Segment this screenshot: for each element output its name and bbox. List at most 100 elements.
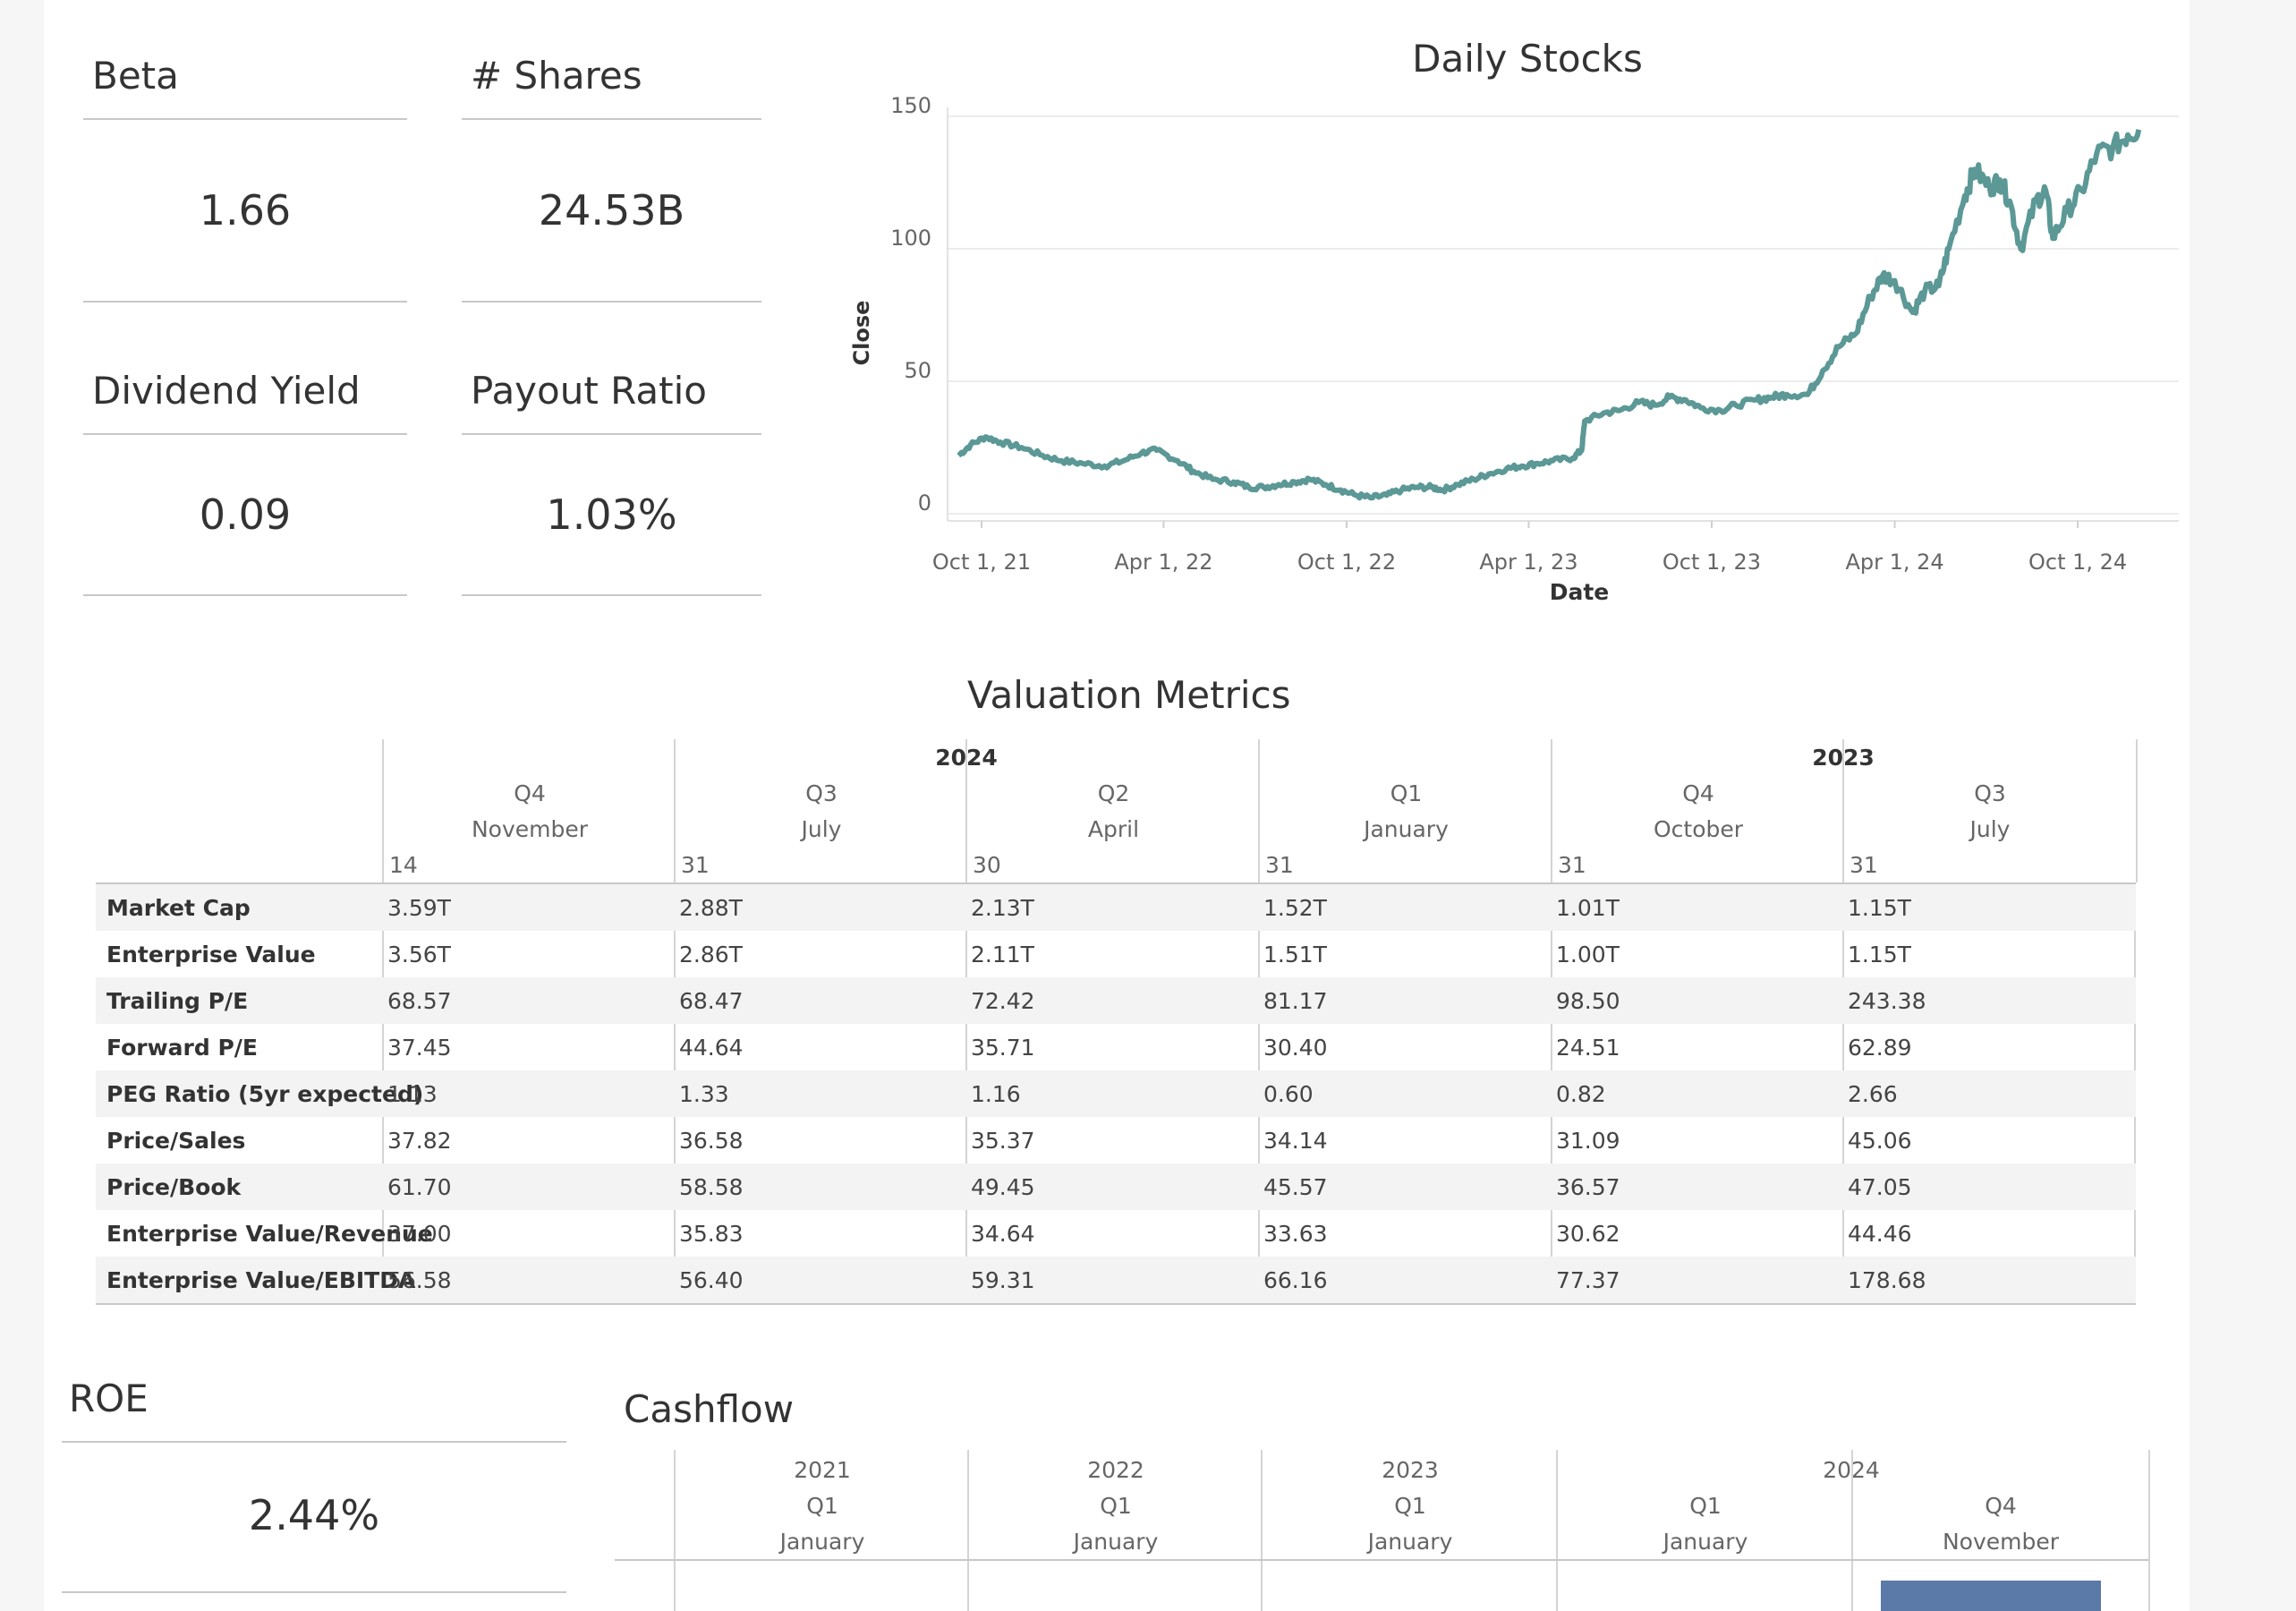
cashflow-col: Q4 November	[1851, 1450, 2150, 1611]
col-month: July	[1969, 816, 2011, 842]
chart-y-tick-label: 0	[918, 490, 931, 516]
valuation-cell: 1.52T	[1263, 895, 1327, 921]
valuation-cell: 34.64	[971, 1221, 1035, 1247]
kpi-beta: Beta 1.66	[83, 54, 407, 304]
kpi-dividend-yield-title: Dividend Yield	[92, 369, 361, 413]
cashflow-col: 2021 Q1 January	[674, 1450, 969, 1611]
valuation-row-label: Trailing P/E	[106, 988, 249, 1014]
valuation-cell: 30.62	[1556, 1221, 1620, 1247]
valuation-cell: 68.57	[387, 988, 452, 1014]
valuation-cell: 36.58	[679, 1128, 744, 1154]
col-month: November	[471, 816, 589, 842]
chart-x-tick-label: Oct 1, 23	[1662, 550, 1761, 575]
chart-x-tick-label: Apr 1, 24	[1845, 550, 1943, 575]
valuation-cell: 1.01T	[1556, 895, 1620, 921]
cf-month: January	[1662, 1529, 1748, 1555]
valuation-cell: 2.86T	[679, 942, 743, 967]
cashflow-col: 2022 Q1 January	[967, 1450, 1263, 1611]
kpi-shares-value: 24.53B	[538, 186, 685, 234]
valuation-cell: 49.45	[971, 1174, 1035, 1200]
valuation-row: Enterprise Value/Revenue 37.00 35.83 34.64 3…	[96, 1210, 2136, 1257]
valuation-col-header: Q1 January 31	[1258, 739, 1552, 882]
chart-x-tick-label: Oct 1, 21	[932, 550, 1031, 575]
kpi-beta-title: Beta	[92, 54, 179, 98]
valuation-col-header: Q3 July 31	[1842, 739, 2138, 882]
col-day: 30	[973, 852, 1001, 878]
valuation-cell: 24.51	[1556, 1035, 1620, 1061]
valuation-cell: 35.83	[679, 1221, 744, 1247]
chart-y-tick-label: 50	[904, 358, 931, 383]
valuation-cell: 1.15T	[1848, 942, 1911, 967]
col-quarter: Q3	[805, 780, 838, 806]
cashflow-title: Cashflow	[624, 1387, 795, 1431]
valuation-cell: 59.31	[971, 1267, 1035, 1293]
valuation-row: PEG Ratio (5yr expected) 1.13 1.33 1.16 0.60…	[96, 1070, 2136, 1117]
cf-month: January	[1073, 1529, 1159, 1555]
cashflow-col: Q1 January	[1556, 1450, 1853, 1611]
valuation-cell: 1.13	[387, 1081, 438, 1107]
kpi-shares-top-divider	[462, 118, 761, 120]
valuation-cell: 81.17	[1263, 988, 1328, 1014]
kpi-shares-title: # Shares	[471, 54, 642, 98]
valuation-cell: 56.58	[387, 1267, 452, 1293]
cf-year: 2022	[1087, 1457, 1144, 1483]
valuation-cell: 2.13T	[971, 895, 1034, 921]
valuation-cell: 2.88T	[679, 895, 743, 921]
col-month: April	[1087, 816, 1140, 842]
valuation-row: Trailing P/E 68.57 68.47 72.42 81.17 98.50 243…	[96, 977, 2136, 1024]
valuation-cell: 1.51T	[1263, 942, 1327, 967]
chart-x-axis-label: Date	[1550, 579, 1610, 605]
kpi-beta-bottom-divider	[83, 301, 407, 303]
col-day: 14	[389, 852, 418, 878]
chart-title: Daily Stocks	[1412, 37, 1643, 81]
valuation-cell: 44.64	[679, 1035, 744, 1061]
cf-quarter: Q4	[1985, 1493, 2017, 1519]
valuation-cell: 30.40	[1263, 1035, 1328, 1061]
valuation-title: Valuation Metrics	[967, 673, 1291, 717]
dashboard-canvas: Beta 1.66 # Shares 24.53B Dividend Yield…	[44, 0, 2190, 1611]
kpi-shares: # Shares 24.53B	[462, 54, 761, 304]
valuation-cell: 1.16	[971, 1081, 1021, 1107]
valuation-col-header: Q4 November 14	[382, 739, 676, 882]
kpi-dividend-yield-value: 0.09	[199, 490, 292, 539]
valuation-body: Market Cap 3.59T 2.88T 2.13T 1.52T 1.01T 1.15T…	[96, 882, 2136, 1305]
valuation-cell: 66.16	[1263, 1267, 1328, 1293]
valuation-row: Enterprise Value/EBITDA 56.58 56.40 59.31 66…	[96, 1257, 2136, 1303]
kpi-roe-value: 2.44%	[248, 1491, 380, 1539]
valuation-cell: 2.66	[1848, 1081, 1898, 1107]
valuation-cell: 72.42	[971, 988, 1035, 1014]
cf-year: 2023	[1382, 1457, 1439, 1483]
col-month: October	[1653, 816, 1744, 842]
valuation-row: Market Cap 3.59T 2.88T 2.13T 1.52T 1.01T 1.15T	[96, 884, 2136, 931]
chart-x-tick-label: Oct 1, 24	[2028, 550, 2127, 575]
kpi-shares-bottom-divider	[462, 301, 761, 303]
valuation-cell: 36.57	[1556, 1174, 1620, 1200]
cf-quarter: Q1	[1394, 1493, 1426, 1519]
valuation-cell: 61.70	[387, 1174, 452, 1200]
col-day: 31	[1850, 852, 1878, 878]
valuation-table: 2024 2023 Q4 November 14 Q3 July 31 Q2 A…	[96, 739, 2181, 1305]
valuation-cell: 34.14	[1263, 1128, 1328, 1154]
chart-x-tick-label: Apr 1, 23	[1479, 550, 1577, 575]
valuation-cell: 31.09	[1556, 1128, 1620, 1154]
kpi-payout-ratio-value: 1.03%	[546, 490, 677, 539]
valuation-row-label: Enterprise Value/EBITDA	[106, 1267, 416, 1293]
cf-month: January	[1367, 1529, 1453, 1555]
valuation-cell: 1.00T	[1556, 942, 1620, 967]
valuation-cell: 45.57	[1263, 1174, 1328, 1200]
chart-y-ticks: 0 50 100 150	[890, 93, 931, 516]
col-quarter: Q4	[1682, 780, 1714, 806]
col-month: July	[801, 816, 842, 842]
kpi-roe-bottom-divider	[62, 1591, 566, 1593]
valuation-row-label: Enterprise Value	[106, 942, 316, 967]
valuation-cell: 2.11T	[971, 942, 1034, 967]
chart-y-axis-label: Close	[849, 301, 874, 366]
cf-quarter: Q1	[806, 1493, 838, 1519]
chart-x-ticks: Oct 1, 21 Apr 1, 22 Oct 1, 22 Apr 1, 23 Oct …	[932, 521, 2127, 575]
col-quarter: Q3	[1974, 780, 2006, 806]
valuation-cell: 44.46	[1848, 1221, 1912, 1247]
cf-month: November	[1942, 1529, 2060, 1555]
chart-x-tick-label: Oct 1, 22	[1297, 550, 1396, 575]
valuation-cell: 37.00	[387, 1221, 452, 1247]
cf-quarter: Q1	[1689, 1493, 1722, 1519]
